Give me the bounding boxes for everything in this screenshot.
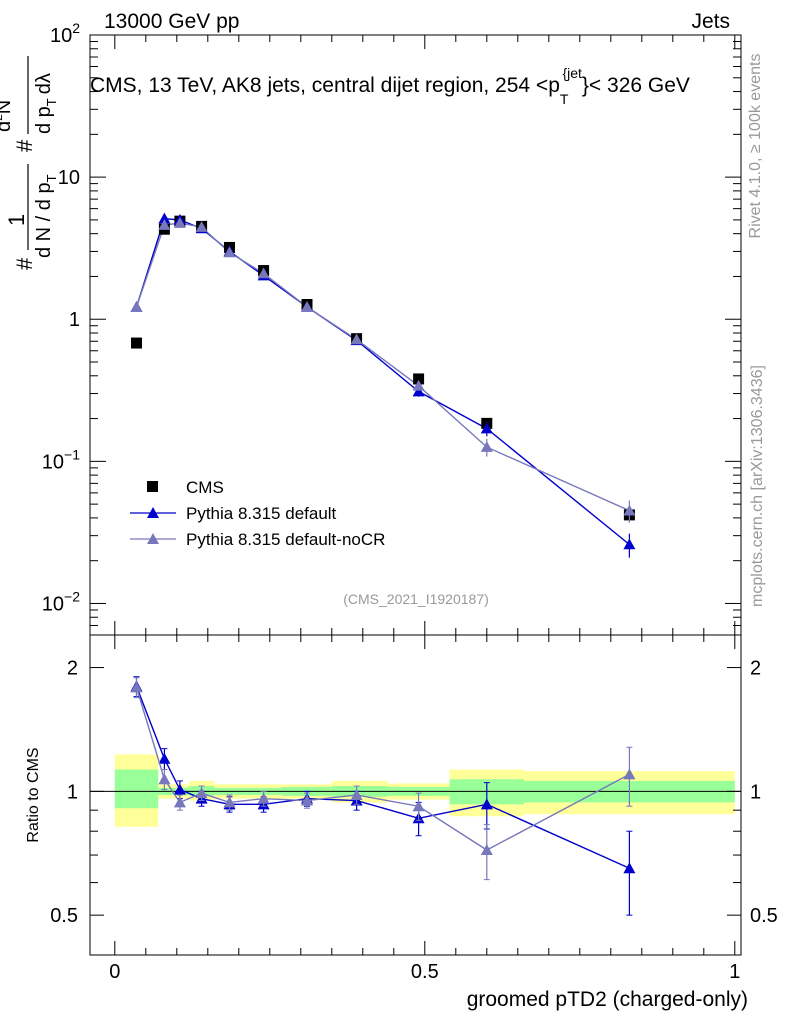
svg-text:d N / d pT: d N / d pT bbox=[33, 174, 59, 258]
legend: CMS Pythia 8.315 default Pythia 8.315 de… bbox=[130, 478, 385, 549]
main-x-ticks bbox=[114, 35, 736, 635]
ratio-nocr-point bbox=[412, 800, 425, 812]
main-y-ticks: 102 10 1 10−1 10−2 bbox=[42, 20, 741, 636]
ratio-y-tick-label-right: 1 bbox=[750, 781, 761, 803]
legend-label-default: Pythia 8.315 default bbox=[186, 504, 337, 523]
ratio-y-ticks: 2 2 1 1 0.5 0.5 bbox=[50, 658, 778, 928]
pythia-nocr-point bbox=[158, 219, 171, 230]
ratio-nocr-point bbox=[623, 768, 636, 780]
ratio-series-line bbox=[135, 687, 630, 851]
ratio-series-group bbox=[130, 676, 636, 916]
legend-label-cms: CMS bbox=[186, 478, 224, 497]
pythia-nocr-point bbox=[623, 504, 636, 516]
ratio-default-point bbox=[623, 862, 636, 874]
main-y-tick-label: 10−2 bbox=[42, 588, 80, 615]
x-axis-label: groomed pTD2 (charged-only) bbox=[467, 988, 748, 1011]
ratio-nocr-point bbox=[173, 796, 186, 808]
main-series-group bbox=[130, 212, 636, 558]
ratio-y-tick-label-right: 2 bbox=[750, 658, 761, 680]
pythia-default-point bbox=[623, 538, 636, 550]
pythia-default-point bbox=[480, 422, 493, 434]
main-y-tick-label: 1 bbox=[69, 309, 80, 331]
mcplots-source-label: mcplots.cern.ch [arXiv:1306.3436] bbox=[749, 365, 766, 607]
legend-marker-cms bbox=[147, 481, 158, 492]
pythia-nocr-point bbox=[130, 300, 143, 312]
cms-data-point bbox=[131, 337, 142, 349]
cms-data-point bbox=[413, 373, 425, 385]
ratio-x-ticks: 0 0.5 1 bbox=[109, 635, 740, 983]
ratio-y-axis-label: Ratio to CMS bbox=[25, 747, 42, 842]
title-sup: {jet bbox=[562, 65, 582, 81]
ratio-nocr-point bbox=[130, 681, 143, 693]
ratio-nocr-point bbox=[480, 844, 493, 856]
pythia-nocr-point bbox=[301, 300, 313, 312]
main-y-tick-label: 102 bbox=[50, 20, 80, 47]
ratio-nocr-point bbox=[257, 792, 270, 804]
ylabel-dlambda: dλ bbox=[33, 73, 55, 94]
svg-text:CMS, 13 TeV, AK8 jets, central: CMS, 13 TeV, AK8 jets, central dijet reg… bbox=[90, 65, 690, 107]
ylabel-one: 1 bbox=[4, 214, 29, 226]
main-y-tick-label: 10−1 bbox=[42, 446, 80, 473]
ratio-nocr-point bbox=[350, 788, 363, 800]
svg-text:d2N: d2N bbox=[0, 100, 15, 132]
svg-text:#: # bbox=[12, 257, 37, 270]
ratio-default-point bbox=[158, 752, 171, 764]
pythia-nocr-point bbox=[223, 246, 236, 258]
pythia-default-point bbox=[158, 212, 171, 224]
ylabel-num-d: d bbox=[0, 121, 15, 132]
title-suffix: < 326 GeV bbox=[589, 74, 690, 97]
ratio-y-tick-label: 0.5 bbox=[50, 905, 78, 927]
ratio-band-inner bbox=[114, 769, 159, 809]
plot-title: CMS, 13 TeV, AK8 jets, central dijet reg… bbox=[90, 65, 690, 107]
main-y-tick-label: 10 bbox=[58, 167, 80, 189]
ratio-nocr-point bbox=[301, 794, 313, 806]
ratio-default-point bbox=[173, 783, 186, 795]
ratio-x-tick-label: 0.5 bbox=[411, 961, 439, 983]
ylabel-num-sup: 2 bbox=[0, 114, 5, 121]
legend-marker-default bbox=[147, 507, 159, 518]
ratio-nocr-point bbox=[195, 787, 208, 799]
ylabel-num-den: d p bbox=[33, 106, 55, 134]
ratio-nocr-point bbox=[223, 796, 236, 808]
pythia-nocr-point bbox=[480, 441, 493, 452]
ylabel-den: d N / d p bbox=[33, 182, 55, 258]
energy-label: 13000 GeV pp bbox=[104, 10, 239, 33]
ratio-y-tick-label-right: 0.5 bbox=[750, 905, 778, 927]
main-series-line bbox=[135, 222, 630, 512]
category-label: Jets bbox=[691, 10, 730, 33]
ratio-panel: 0 0.5 1 2 21 10.5 0.5 Ratio to CMS groomed pT… bbox=[25, 634, 778, 1011]
ylabel-den-T: T bbox=[44, 174, 59, 182]
ratio-x-tick-label: 1 bbox=[729, 961, 740, 983]
ratio-x-tick-label: 0 bbox=[109, 961, 120, 983]
ratio-frame bbox=[89, 634, 742, 956]
svg-text:d pTdλ: d pTdλ bbox=[33, 73, 59, 134]
main-panel: 102 10 1 10−1 10−2 CMS, 13 TeV, AK8 jets, ce… bbox=[0, 20, 742, 636]
ylabel-num-N: N bbox=[0, 100, 15, 114]
legend-label-nocr: Pythia 8.315 default-noCR bbox=[186, 530, 385, 549]
pythia-nocr-point bbox=[173, 217, 186, 228]
ratio-y-tick-label: 1 bbox=[67, 781, 78, 803]
ylabel-hash-2: # bbox=[12, 139, 37, 152]
legend-marker-nocr bbox=[147, 533, 159, 544]
pythia-default-point bbox=[412, 385, 425, 397]
title-mid: } bbox=[582, 74, 589, 97]
ylabel-num-den-T: T bbox=[44, 98, 59, 106]
pythia-nocr-point bbox=[257, 267, 270, 279]
ratio-default-point bbox=[480, 798, 493, 810]
rivet-version-label: Rivet 4.1.0, ≥ 100k events bbox=[747, 54, 764, 239]
main-y-axis-label: # 1 d N / d pT # d2N d pTdλ bbox=[0, 56, 59, 270]
ratio-y-tick-label: 2 bbox=[67, 658, 78, 680]
pythia-nocr-point bbox=[195, 221, 208, 232]
ylabel-hash-1: # bbox=[12, 257, 37, 270]
ratio-uncertainty-bands bbox=[114, 754, 735, 827]
title-sub: T bbox=[560, 91, 569, 107]
ratio-nocr-point bbox=[158, 773, 171, 785]
analysis-watermark: (CMS_2021_I1920187) bbox=[343, 591, 489, 607]
pythia-nocr-point bbox=[350, 333, 363, 345]
title-prefix: CMS, 13 TeV, AK8 jets, central dijet reg… bbox=[90, 74, 560, 97]
pythia-nocr-point bbox=[412, 379, 425, 391]
